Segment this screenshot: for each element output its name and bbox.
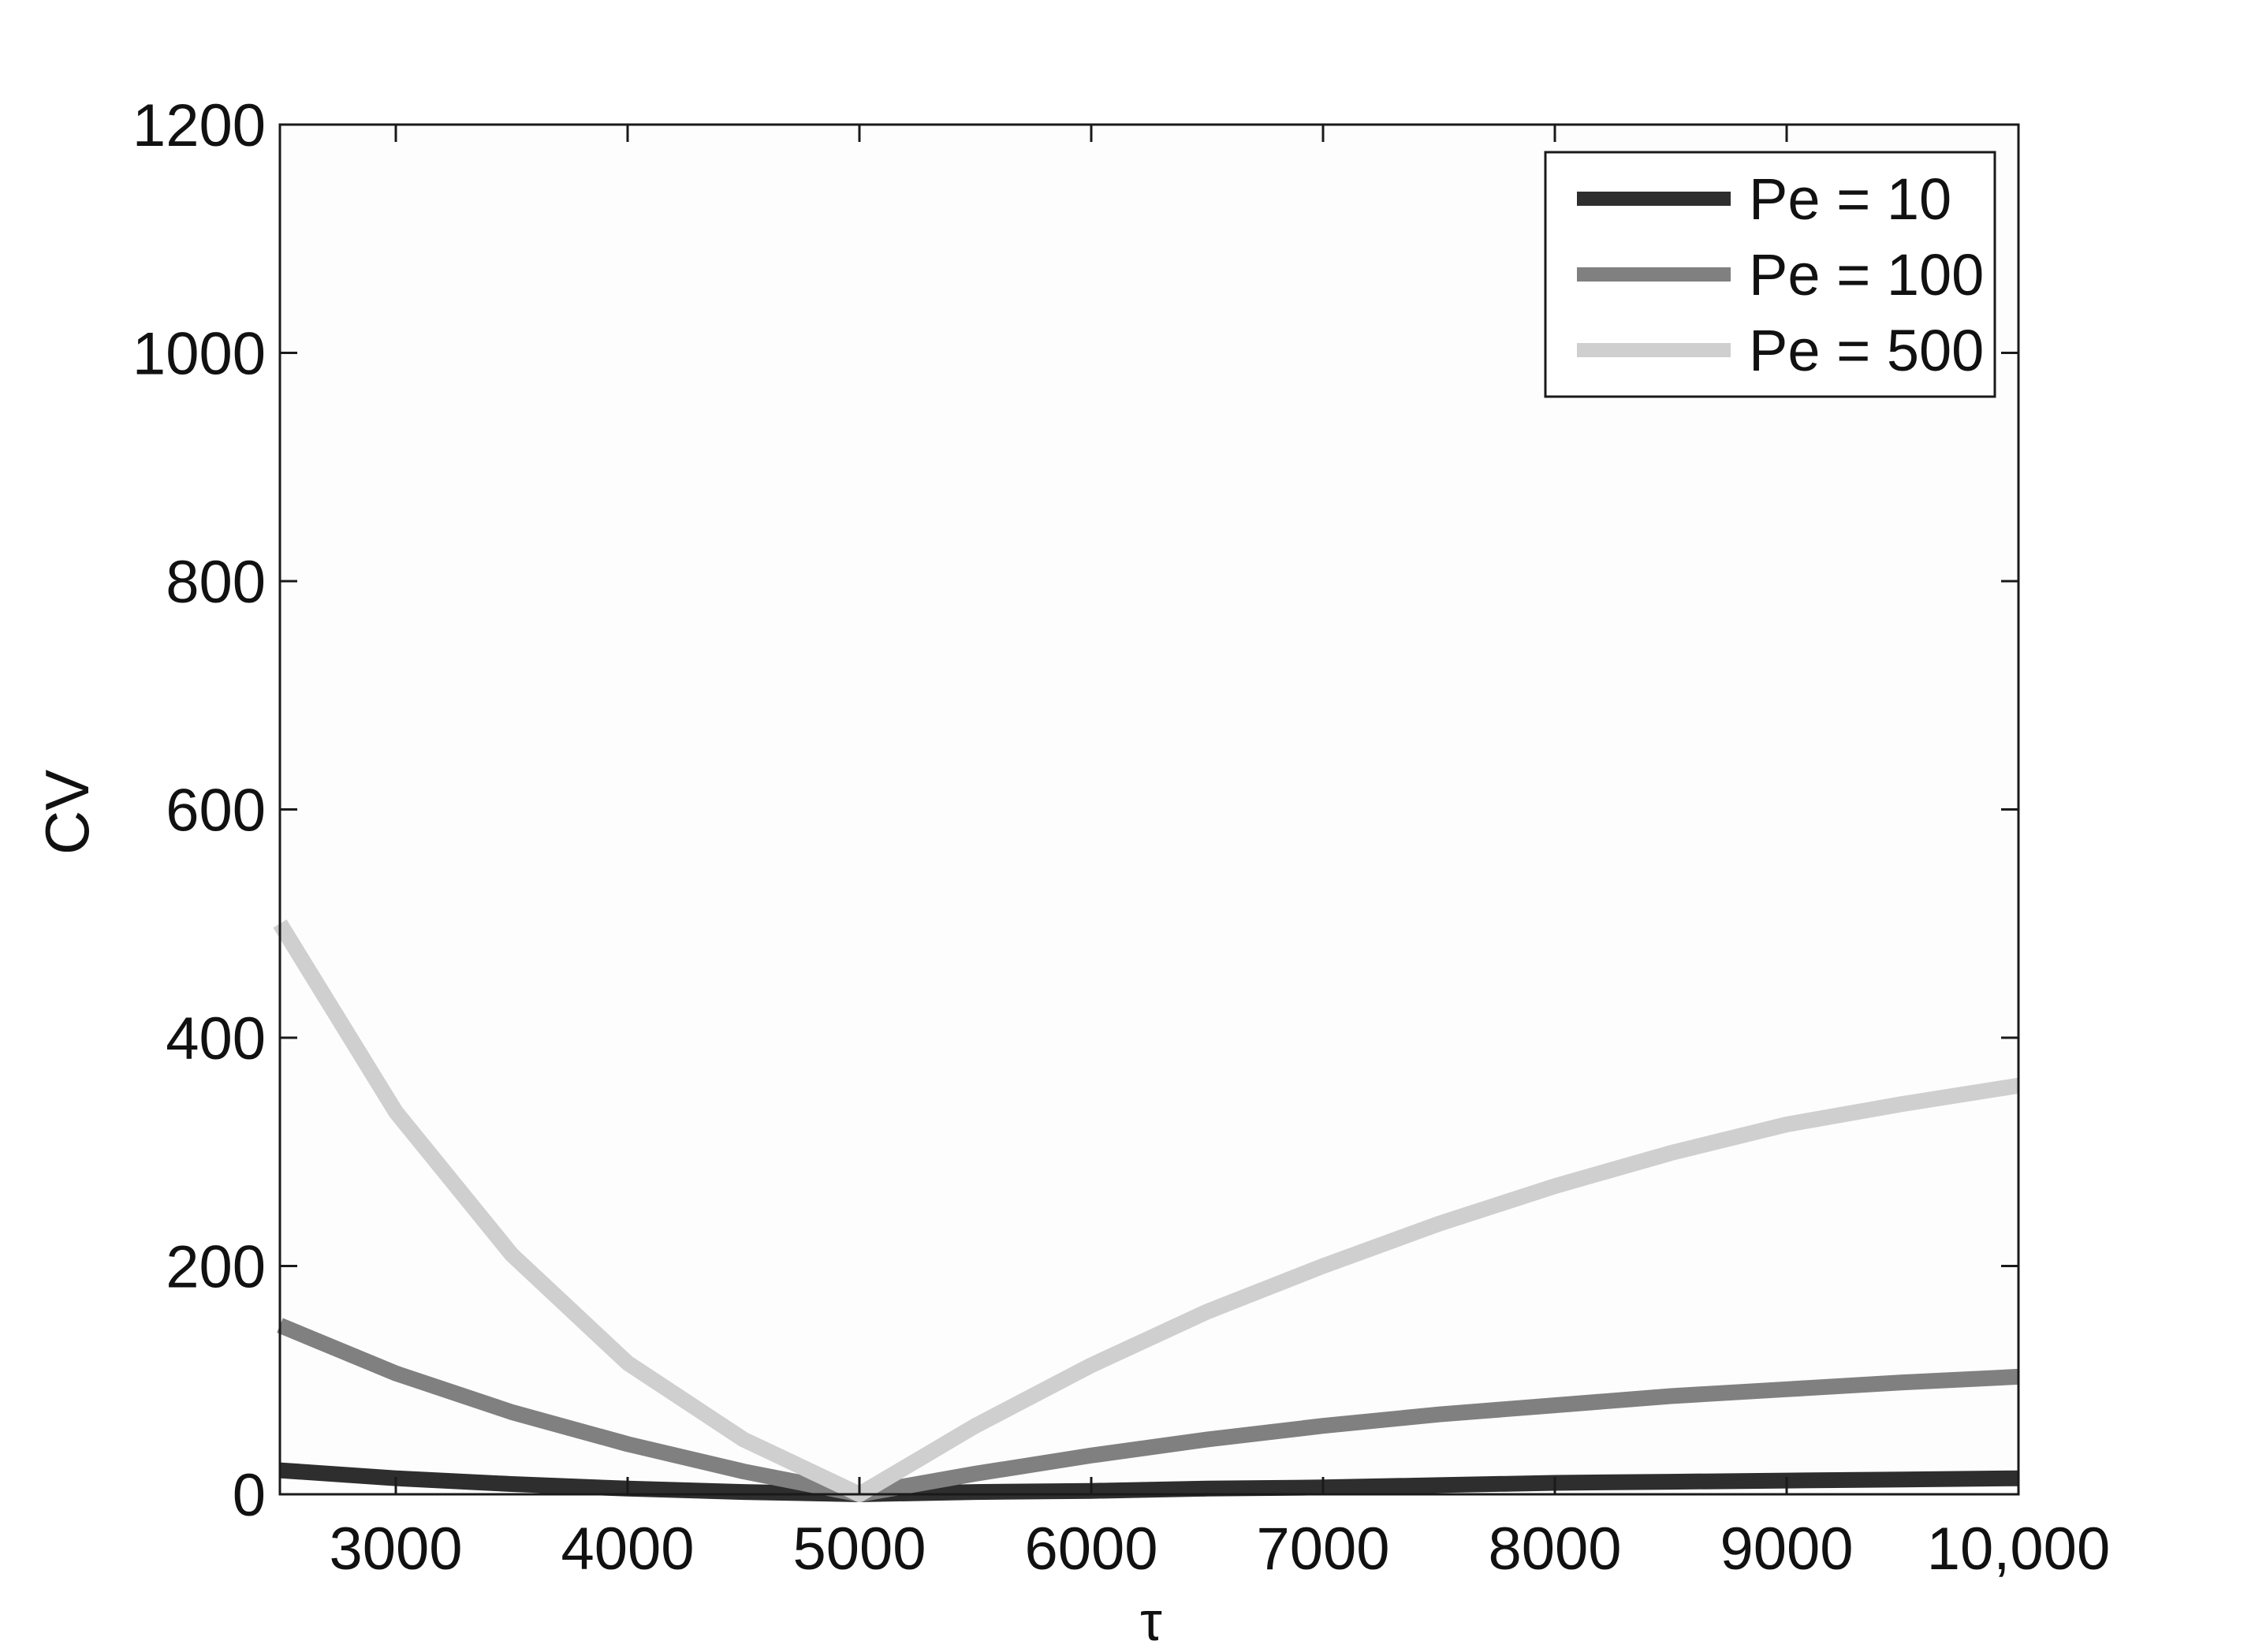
x-tick-label: 8000 xyxy=(1488,1516,1621,1583)
x-tick-label: 7000 xyxy=(1256,1516,1389,1583)
y-tick-label: 800 xyxy=(166,549,266,616)
x-tick-label: 3000 xyxy=(329,1516,462,1583)
legend-label-1: Pe = 10 xyxy=(1749,166,1951,232)
tick-layer: 3000 4000 5000 6000 7000 8000 9000 10,000 0 200 40… xyxy=(132,92,2110,1583)
legend-label-2: Pe = 100 xyxy=(1749,242,1984,308)
y-tick-label: 600 xyxy=(166,778,266,845)
series-line-2 xyxy=(277,1318,2019,1502)
legend-label-3: Pe = 500 xyxy=(1749,318,1984,383)
x-tick-label: 5000 xyxy=(792,1516,926,1583)
x-tick-label: 6000 xyxy=(1024,1516,1157,1583)
x-tick-label: 10,000 xyxy=(1927,1516,2110,1583)
y-tick-label: 400 xyxy=(166,1005,266,1072)
x-tick-label: 4000 xyxy=(561,1516,694,1583)
series-line-3 xyxy=(273,919,2020,1502)
y-tick-label: 0 xyxy=(233,1462,266,1529)
x-tick-label: 9000 xyxy=(1720,1516,1853,1583)
y-axis-label: CV xyxy=(32,770,102,855)
y-tick-label: 1200 xyxy=(132,92,266,159)
series-layer xyxy=(273,919,2020,1502)
x-axis-label: τ xyxy=(1140,1590,1162,1652)
y-tick-label: 1000 xyxy=(132,321,266,388)
series-line-1 xyxy=(279,1462,2019,1502)
y-tick-label: 200 xyxy=(166,1234,266,1301)
legend: Pe = 10 Pe = 100 Pe = 500 xyxy=(1544,151,1996,398)
